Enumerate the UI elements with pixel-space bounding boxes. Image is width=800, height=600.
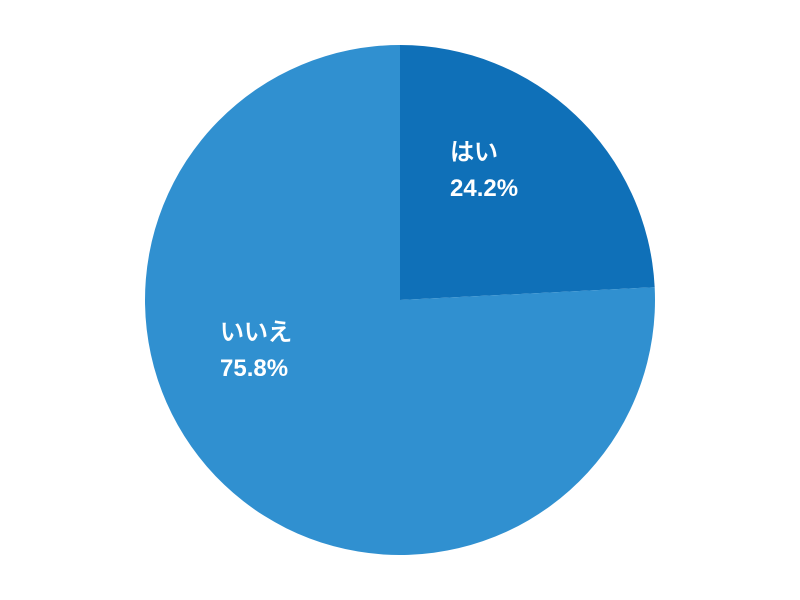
pie-slice-label-0: はい24.2% bbox=[450, 135, 518, 207]
slice-value: 75.8% bbox=[220, 351, 292, 387]
pie-chart-container: はい24.2% いいえ75.8% bbox=[0, 0, 800, 600]
slice-value: 24.2% bbox=[450, 171, 518, 207]
slice-name: はい bbox=[450, 135, 518, 171]
pie-chart-svg bbox=[145, 45, 655, 555]
pie-slice-label-1: いいえ75.8% bbox=[220, 315, 292, 387]
slice-name: いいえ bbox=[220, 315, 292, 351]
pie-slice-0 bbox=[400, 45, 655, 300]
